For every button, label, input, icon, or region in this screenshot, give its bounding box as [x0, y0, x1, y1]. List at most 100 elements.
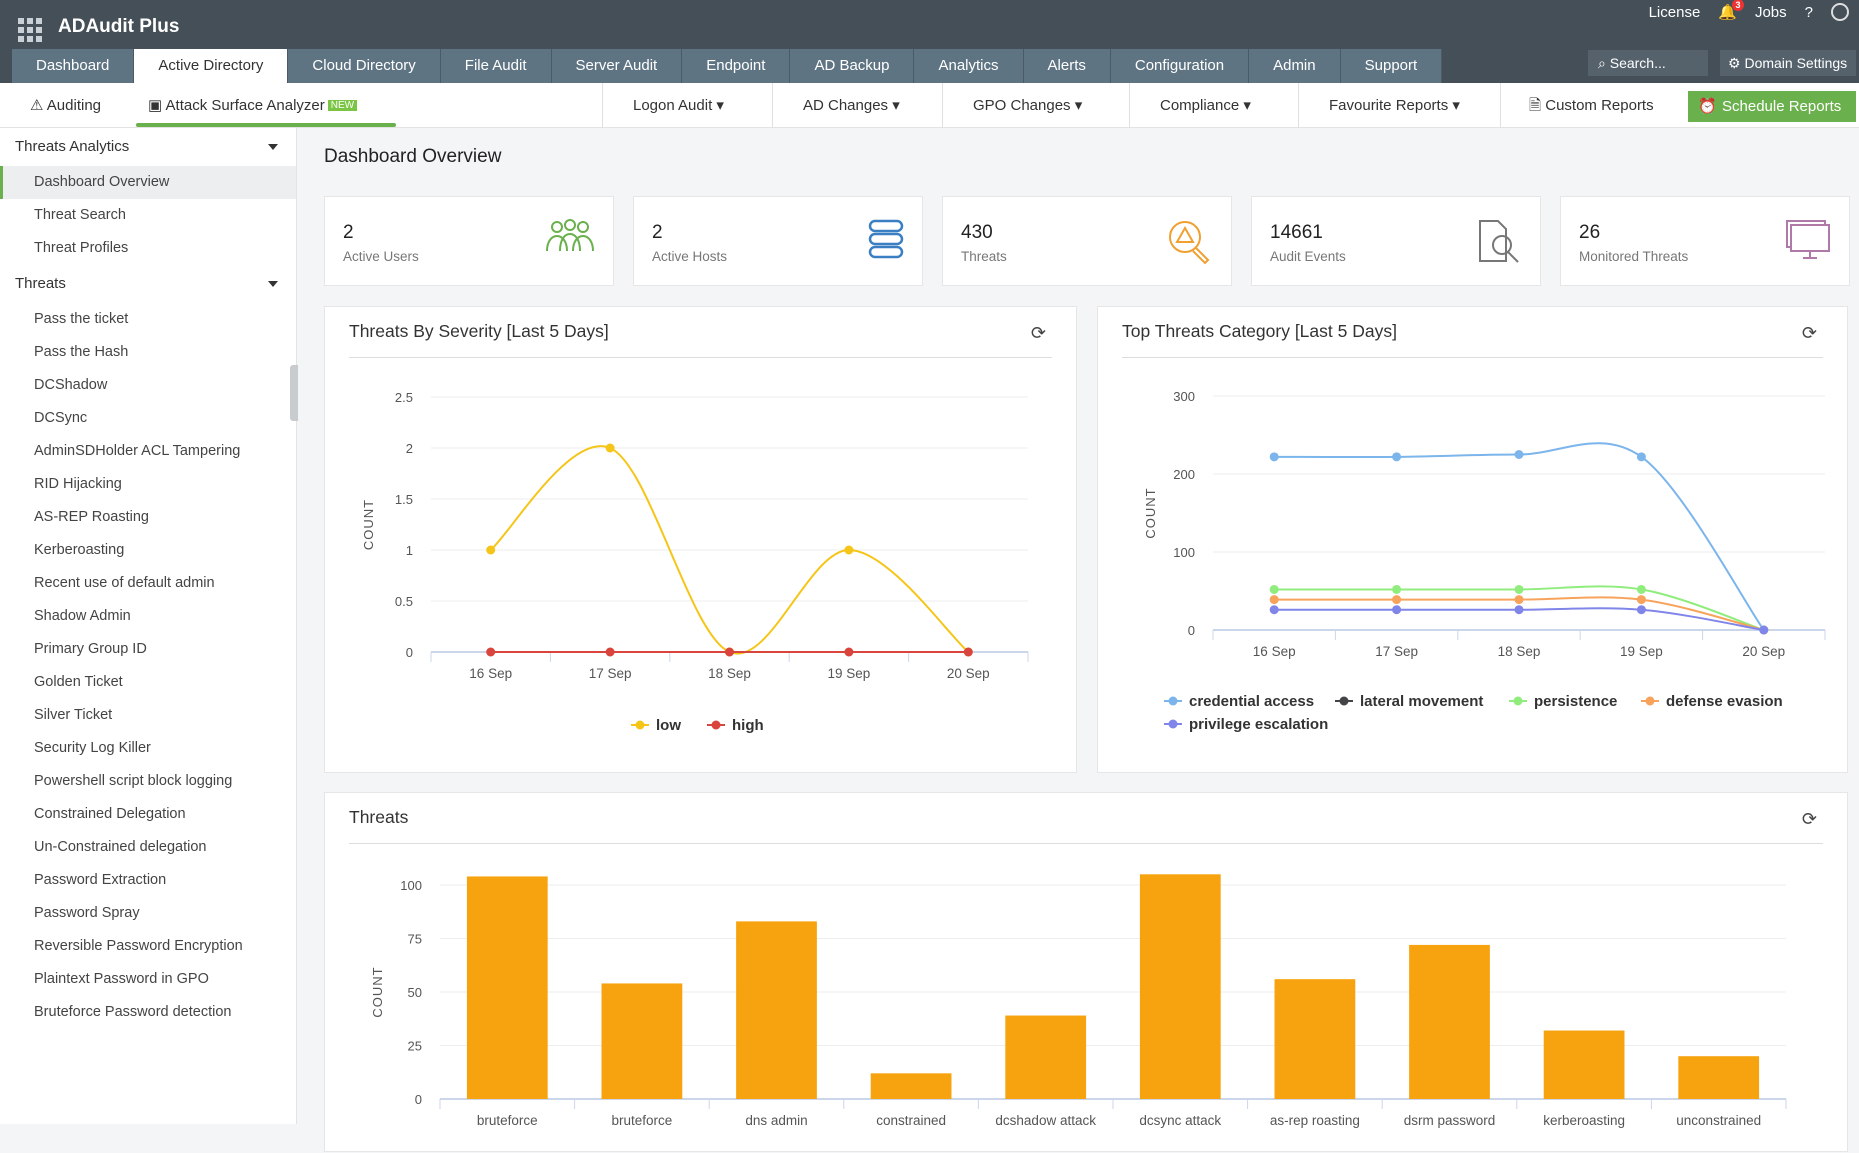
sidebar-item[interactable]: Shadow Admin	[34, 608, 131, 624]
tab-active-directory[interactable]: Active Directory	[134, 49, 289, 83]
sidebar-item[interactable]: Security Log Killer	[34, 740, 151, 756]
tab-cloud-directory[interactable]: Cloud Directory	[288, 49, 441, 83]
sidebar-item[interactable]: Pass the ticket	[34, 311, 129, 327]
legend-item-high[interactable]: high	[707, 717, 764, 734]
stat-card-active-users[interactable]: 2 Active Users	[324, 196, 614, 286]
data-point[interactable]	[1514, 605, 1524, 615]
tab-alerts[interactable]: Alerts	[1023, 49, 1111, 83]
bar-dcsync-attack[interactable]	[1139, 874, 1221, 1099]
tab-dashboard[interactable]: Dashboard	[12, 49, 135, 83]
data-point[interactable]	[844, 545, 854, 555]
bar-bruteforce[interactable]	[466, 876, 548, 1099]
bar-constrained[interactable]	[870, 1073, 952, 1099]
data-point[interactable]	[1392, 584, 1402, 594]
sidebar-item[interactable]: Reversible Password Encryption	[34, 938, 243, 954]
data-point[interactable]	[725, 647, 734, 657]
data-point[interactable]	[1269, 595, 1279, 605]
sidebar-item[interactable]: Silver Ticket	[34, 707, 113, 723]
bar-kerberoasting[interactable]	[1543, 1030, 1625, 1099]
stat-card-threats[interactable]: 430 Threats	[942, 196, 1232, 286]
bar-unconstrained[interactable]	[1678, 1056, 1760, 1099]
data-point[interactable]	[486, 647, 496, 657]
user-avatar-icon[interactable]	[1831, 3, 1849, 21]
data-point[interactable]	[1392, 452, 1402, 462]
sidebar-section-threats-analytics[interactable]: Threats Analytics	[0, 128, 296, 166]
tab-endpoint[interactable]: Endpoint	[682, 49, 791, 83]
license-link[interactable]: License	[1648, 3, 1701, 21]
tab-configuration[interactable]: Configuration	[1110, 49, 1250, 83]
data-point[interactable]	[844, 647, 854, 657]
legend-item-persistence[interactable]: persistence	[1509, 693, 1617, 710]
attack-surface-analyzer-tab[interactable]: ▣ Attack Surface Analyzer NEW	[148, 83, 358, 128]
bar-dns-admin[interactable]	[736, 921, 817, 1099]
sidebar-item[interactable]: Threat Search	[34, 207, 126, 223]
data-point[interactable]	[1514, 595, 1524, 605]
data-point[interactable]	[1392, 595, 1402, 605]
sidebar-item[interactable]: Kerberoasting	[34, 542, 125, 558]
sidebar-item[interactable]: Powershell script block logging	[34, 773, 233, 789]
data-point[interactable]	[963, 647, 973, 657]
tab-file-audit[interactable]: File Audit	[440, 49, 552, 83]
legend-item-credential-access[interactable]: credential access	[1164, 693, 1314, 710]
data-point[interactable]	[605, 647, 615, 657]
favourite-reports-menu[interactable]: Favourite Reports ▾	[1298, 83, 1460, 128]
data-point[interactable]	[1514, 450, 1524, 459]
data-point[interactable]	[1636, 605, 1646, 615]
sidebar-item[interactable]: AS-REP Roasting	[34, 509, 149, 525]
sidebar-item[interactable]: Pass the Hash	[34, 344, 129, 360]
gpo-changes-menu[interactable]: GPO Changes ▾	[942, 83, 1082, 128]
custom-reports-button[interactable]: 🗎 Custom Reports	[1500, 83, 1654, 128]
legend-item-low[interactable]: low	[631, 717, 681, 734]
data-point[interactable]	[1269, 452, 1279, 462]
domain-settings-button[interactable]: ⚙ Domain Settings	[1720, 50, 1856, 76]
stat-card-audit-events[interactable]: 14661 Audit Events	[1251, 196, 1541, 286]
data-point[interactable]	[1759, 625, 1769, 635]
data-point[interactable]	[1636, 452, 1646, 462]
sidebar-collapse-handle[interactable]	[290, 365, 298, 421]
bar-bruteforce[interactable]	[601, 983, 683, 1099]
tab-support[interactable]: Support	[1340, 49, 1443, 83]
data-point[interactable]	[1269, 605, 1279, 615]
help-icon[interactable]: ?	[1804, 3, 1813, 21]
schedule-reports-button[interactable]: ⏰ Schedule Reports	[1688, 91, 1856, 122]
data-point[interactable]	[605, 443, 615, 453]
jobs-link[interactable]: Jobs	[1754, 3, 1787, 21]
sidebar-item[interactable]: Dashboard Overview	[0, 166, 296, 199]
legend-item-defense-evasion[interactable]: defense evasion	[1641, 693, 1783, 710]
logon-audit-menu[interactable]: Logon Audit ▾	[602, 83, 724, 128]
tab-analytics[interactable]: Analytics	[914, 49, 1024, 83]
data-point[interactable]	[1392, 605, 1402, 615]
sidebar-item[interactable]: Un-Constrained delegation	[34, 839, 207, 855]
data-point[interactable]	[1514, 584, 1524, 594]
refresh-icon[interactable]: ⟳	[1030, 323, 1046, 343]
legend-item-privilege-escalation[interactable]: privilege escalation	[1164, 716, 1328, 733]
sidebar-item[interactable]: Primary Group ID	[34, 641, 147, 657]
refresh-icon[interactable]: ⟳	[1801, 323, 1817, 343]
tab-admin[interactable]: Admin	[1249, 49, 1341, 83]
compliance-menu[interactable]: Compliance ▾	[1129, 83, 1251, 128]
app-grid-icon[interactable]	[18, 18, 42, 42]
auditing-tab[interactable]: ⚠ Auditing	[30, 97, 102, 114]
sidebar-section-threats[interactable]: Threats	[0, 265, 296, 303]
sidebar-item[interactable]: Recent use of default admin	[34, 575, 215, 591]
sidebar-item[interactable]: Golden Ticket	[34, 674, 123, 690]
sidebar-item[interactable]: Constrained Delegation	[34, 806, 186, 822]
tab-server-audit[interactable]: Server Audit	[551, 49, 683, 83]
sidebar-item[interactable]: Password Spray	[34, 905, 140, 921]
sidebar-item[interactable]: Bruteforce Password detection	[34, 1004, 232, 1020]
tab-ad-backup[interactable]: AD Backup	[790, 49, 915, 83]
stat-card-monitored-threats[interactable]: 26 Monitored Threats	[1560, 196, 1850, 286]
data-point[interactable]	[1636, 584, 1646, 594]
sidebar-item[interactable]: RID Hijacking	[34, 476, 122, 492]
sidebar-item[interactable]: Password Extraction	[34, 872, 167, 888]
notification-bell-icon[interactable]: 🔔 3	[1718, 0, 1744, 21]
sidebar-item[interactable]: Threat Profiles	[34, 240, 129, 256]
sidebar-item[interactable]: Plaintext Password in GPO	[34, 971, 209, 987]
data-point[interactable]	[486, 545, 496, 555]
legend-item-lateral-movement[interactable]: lateral movement	[1335, 693, 1483, 710]
sidebar-item[interactable]: AdminSDHolder ACL Tampering	[34, 443, 241, 459]
bar-dsrm-password[interactable]	[1409, 944, 1490, 1099]
refresh-icon[interactable]: ⟳	[1801, 809, 1817, 829]
bar-as-rep-roasting[interactable]	[1274, 979, 1356, 1099]
ad-changes-menu[interactable]: AD Changes ▾	[772, 83, 900, 128]
